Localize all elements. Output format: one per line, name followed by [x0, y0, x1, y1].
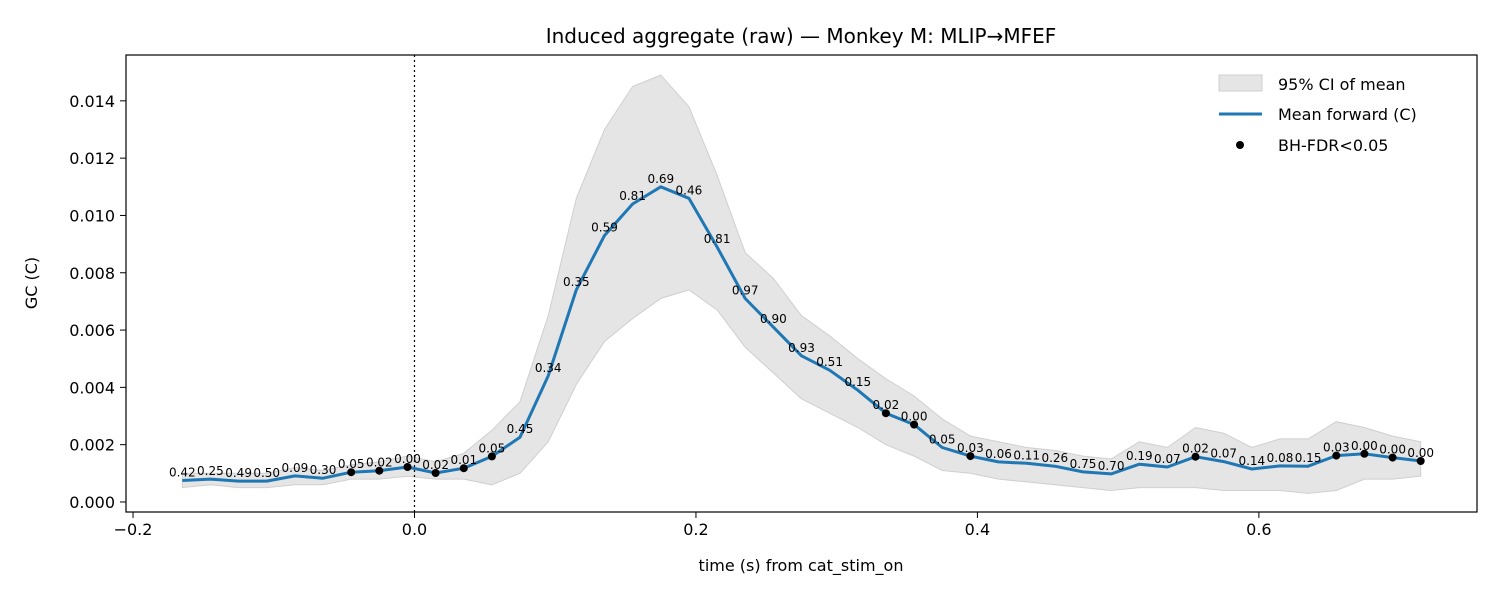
y-tick-label: 0.014 — [69, 92, 115, 111]
y-axis-label: GC (C) — [22, 257, 41, 309]
p-value-label: 0.05 — [338, 457, 365, 471]
sig-marker — [1360, 449, 1369, 458]
legend-sig-marker — [1236, 141, 1244, 149]
plot-area: 0.42 0.25 0.49 0.50 0.09 0.30 0.05 0.02 0.00 0.02… — [169, 55, 1434, 512]
p-value-label: 0.26 — [1041, 451, 1068, 465]
sig-marker — [347, 468, 356, 477]
axis-ticks: −0.2 0.0 0.2 0.4 0.6 0.000 0.002 0.004 0.006 0.00… — [69, 92, 1271, 539]
sig-marker — [1388, 453, 1397, 462]
p-value-label: 0.45 — [507, 422, 534, 436]
legend-ci-swatch — [1218, 74, 1263, 92]
p-value-label: 0.00 — [1407, 446, 1434, 460]
p-value-label: 0.15 — [1295, 451, 1322, 465]
x-axis-label: time (s) from cat_stim_on — [699, 556, 904, 576]
sig-marker — [910, 420, 919, 429]
p-value-label: 0.03 — [957, 441, 984, 455]
sig-marker — [375, 466, 384, 475]
x-tick-label: 0.4 — [965, 520, 990, 539]
p-value-label: 0.00 — [901, 410, 928, 424]
p-value-label: 0.69 — [647, 172, 674, 186]
x-tick-label: 0.0 — [402, 520, 427, 539]
p-value-label: 0.02 — [1182, 442, 1209, 456]
p-value-label: 0.49 — [225, 466, 252, 480]
p-value-label: 0.00 — [1351, 439, 1378, 453]
p-value-label: 0.81 — [619, 189, 646, 203]
y-tick-label: 0.004 — [69, 378, 115, 397]
p-value-label: 0.08 — [1267, 451, 1294, 465]
y-tick-label: 0.008 — [69, 264, 115, 283]
y-tick-label: 0.012 — [69, 149, 115, 168]
p-value-label: 0.07 — [1210, 447, 1237, 461]
y-tick-label: 0.006 — [69, 321, 115, 340]
p-value-label: 0.35 — [563, 275, 590, 289]
p-value-label: 0.50 — [253, 466, 280, 480]
p-value-label: 0.25 — [197, 464, 224, 478]
p-value-label: 0.46 — [676, 183, 703, 197]
p-value-label: 0.15 — [844, 375, 871, 389]
sig-marker — [431, 469, 440, 477]
p-value-label: 0.34 — [535, 361, 562, 375]
p-value-label: 0.59 — [591, 221, 618, 235]
p-value-label: 0.00 — [1379, 443, 1406, 457]
sig-marker — [1332, 451, 1341, 460]
p-value-label: 0.70 — [1098, 459, 1125, 473]
legend-sig-label: BH-FDR<0.05 — [1278, 136, 1388, 155]
p-value-label: 0.51 — [816, 355, 843, 369]
p-value-label: 0.14 — [1238, 454, 1265, 468]
p-value-label: 0.07 — [1154, 452, 1181, 466]
ci-band — [181, 74, 1422, 494]
p-value-label: 0.97 — [732, 284, 759, 298]
plot-frame — [125, 54, 1478, 513]
x-tick-label: −0.2 — [114, 520, 153, 539]
x-tick-label: 0.6 — [1246, 520, 1271, 539]
p-value-label: 0.19 — [1126, 449, 1153, 463]
sig-marker — [487, 452, 496, 461]
p-value-label: 0.90 — [760, 312, 787, 326]
legend-ci-label: 95% CI of mean — [1278, 75, 1406, 94]
p-value-label: 0.93 — [788, 341, 815, 355]
sig-marker — [881, 409, 890, 418]
p-value-label: 0.42 — [169, 466, 196, 480]
p-value-label: 0.81 — [704, 232, 731, 246]
x-tick-label: 0.2 — [683, 520, 708, 539]
sig-marker — [459, 464, 468, 473]
sig-marker — [966, 452, 975, 461]
legend: 95% CI of mean Mean forward (C) BH-FDR<0… — [1218, 74, 1417, 155]
chart-title: Induced aggregate (raw) — Monkey M: MLIP… — [546, 24, 1057, 48]
sig-marker — [403, 463, 412, 471]
p-value-label: 0.03 — [1323, 441, 1350, 455]
p-value-label: 0.11 — [1013, 448, 1040, 462]
sig-marker — [1416, 457, 1425, 465]
p-value-label: 0.05 — [929, 433, 956, 447]
y-tick-label: 0.000 — [69, 493, 115, 512]
p-value-label: 0.05 — [479, 441, 506, 455]
p-value-label: 0.02 — [366, 456, 393, 470]
p-value-label: 0.09 — [282, 461, 309, 475]
p-value-label: 0.30 — [310, 463, 337, 477]
y-tick-label: 0.002 — [69, 436, 115, 455]
p-value-label: 0.06 — [985, 447, 1012, 461]
p-value-label: 0.02 — [873, 398, 900, 412]
p-value-label: 0.02 — [422, 458, 449, 472]
legend-mean-label: Mean forward (C) — [1278, 105, 1417, 124]
series-line-mean-forward — [182, 185, 1421, 483]
p-value-label: 0.00 — [394, 452, 421, 466]
sig-marker — [1191, 452, 1200, 461]
y-tick-label: 0.010 — [69, 206, 115, 225]
p-value-label: 0.01 — [450, 453, 477, 467]
p-value-label: 0.75 — [1070, 457, 1097, 471]
